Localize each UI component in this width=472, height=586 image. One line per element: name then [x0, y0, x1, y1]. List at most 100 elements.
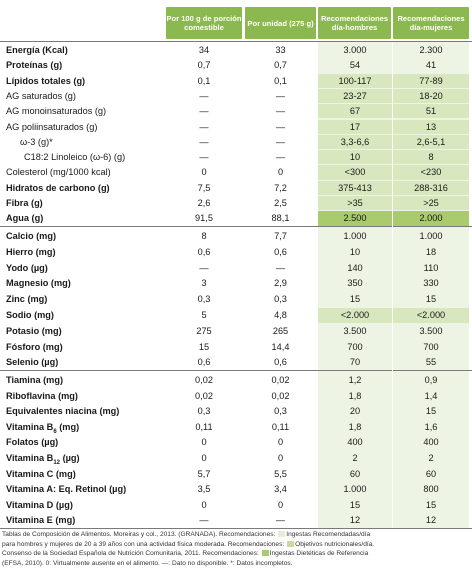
nutrient-label: Zinc (mg)	[6, 294, 48, 305]
value-men: 70	[349, 357, 361, 368]
header-per-100g: Por 100 g de porción comestible	[166, 7, 242, 39]
table-row: Fósforo (mg) 15 14,4 700 700	[0, 340, 472, 356]
value-women: 2	[428, 453, 434, 463]
value-men: 1,2	[348, 375, 362, 385]
value-per-100g: —	[199, 152, 209, 163]
value-per-unit: 0	[277, 167, 284, 178]
recommendation-highlight	[318, 196, 392, 211]
table-row: Riboflavina (mg) 0,02 0,02 1,8 1,4	[0, 389, 472, 405]
value-per-100g: 0,1	[197, 75, 211, 86]
value-per-100g: 0	[201, 453, 207, 463]
value-men: 12	[349, 515, 361, 526]
legend-swatch-ingestas	[278, 531, 286, 538]
nutrient-label: Proteínas (g)	[6, 60, 63, 71]
value-men: 375-413	[338, 182, 372, 193]
value-women: 3.500	[419, 325, 443, 336]
nutrient-label: Fósforo (mg)	[6, 341, 63, 352]
table-row: Vitamina D (µg) 0 0 15 15	[0, 498, 472, 514]
table-row: Hidratos de carbono (g) 7,5 7,2 375-413 288-…	[0, 180, 472, 197]
value-women: 13	[425, 121, 437, 132]
value-per-unit: —	[275, 106, 286, 117]
value-women: 8	[428, 152, 434, 163]
footnote-line-3: Consenso de la Sociedad Española de Nutr…	[2, 550, 259, 557]
value-men: 140	[347, 262, 363, 273]
value-per-unit: 3,4	[274, 484, 287, 495]
value-men: 23-27	[343, 90, 367, 101]
recommendation-highlight	[318, 211, 392, 226]
value-per-100g: 15	[198, 341, 210, 352]
table-bottom-divider	[0, 528, 472, 529]
value-per-100g: 5	[201, 310, 207, 320]
value-per-unit: 0,11	[271, 421, 290, 432]
nutrient-label: Vitamina A: Eq. Retinol (µg)	[6, 484, 127, 495]
value-per-unit: 7,2	[274, 182, 287, 193]
value-per-unit: —	[275, 121, 286, 132]
value-women: <230	[420, 167, 442, 178]
value-per-100g: 8	[201, 231, 207, 241]
value-per-unit: 5,5	[274, 468, 287, 479]
recommendation-highlight	[393, 211, 469, 226]
value-per-100g: 0	[201, 499, 207, 510]
legend-swatch-efsa	[261, 550, 269, 557]
nutrient-label: Magnesio (mg)	[6, 278, 71, 289]
nutrient-label: Calcio (mg)	[6, 231, 57, 241]
value-men: 17	[349, 121, 361, 132]
table-row: C18:2 Linoleico (ω-6) (g) — — 10 8	[0, 150, 472, 166]
table-row: Agua (g) 91,5 88,1 2.500 2.000	[0, 211, 472, 227]
table-row: Tiamina (mg) 0,02 0,02 1,2 0,9	[0, 373, 472, 389]
nutrient-label: Folatos (µg)	[6, 437, 59, 448]
table-row: Calcio (mg) 8 7,7 1.000 1.000	[0, 229, 472, 245]
nutrient-label: Sodio (mg)	[6, 310, 54, 320]
table-row: AG poliinsaturados (g) — — 17 13	[0, 119, 472, 136]
table-row: AG saturados (g) — — 23-27 18-20	[0, 88, 472, 105]
nutrient-label: Lípidos totales (g)	[6, 75, 86, 86]
value-per-unit: 33	[275, 45, 286, 55]
footnote-legend-3: Ingestas Dietéticas de Referencia	[269, 550, 369, 557]
value-men: 15	[349, 294, 361, 305]
header-per-unit-label: Por unidad (275 g)	[247, 18, 314, 28]
value-women: <2.000	[416, 310, 446, 320]
value-men: 54	[349, 60, 361, 71]
value-per-unit: —	[275, 136, 286, 147]
column-separator	[392, 42, 393, 528]
value-per-100g: 3	[201, 278, 207, 289]
footnote-legend-1: Ingestas Recomendadas/día	[286, 531, 371, 538]
value-women: 1.000	[419, 231, 443, 241]
value-men: 60	[349, 468, 361, 479]
legend-swatch-objetivos	[287, 540, 295, 547]
value-per-unit: —	[275, 262, 286, 273]
value-men: 700	[347, 341, 363, 352]
header-men-label: Recomendaciones día-hombres	[320, 14, 389, 32]
value-men: 400	[347, 437, 363, 448]
value-per-unit: 0,3	[274, 406, 287, 417]
value-women: 1,4	[424, 390, 438, 401]
table-row: ω-3 (g)* — — 3,3-6,6 2,6-5,1	[0, 134, 472, 151]
value-per-100g: 0	[201, 437, 207, 448]
value-men: 10	[349, 246, 361, 257]
group-divider-1	[0, 226, 472, 227]
recommendation-highlight	[318, 73, 392, 88]
recommendation-highlight	[393, 73, 469, 88]
value-men: >35	[347, 198, 363, 208]
footnote-line-1: Tablas de Composición de Alimentos. More…	[2, 531, 276, 538]
nutrient-label: AG monoinsaturados (g)	[6, 106, 107, 117]
nutrient-label: Potasio (mg)	[6, 325, 62, 336]
value-per-100g: 275	[196, 325, 212, 336]
value-per-unit: 4,8	[274, 310, 287, 320]
value-per-unit: —	[275, 90, 286, 101]
value-men: <300	[344, 167, 366, 178]
nutrient-label: Vitamina E (mg)	[6, 515, 76, 526]
footnote-line-2: para hombres y mujeres de 20 a 39 años c…	[2, 540, 285, 548]
table-row: AG monoinsaturados (g) — — 67 51	[0, 104, 472, 120]
nutrient-label: Hidratos de carbono (g)	[6, 182, 110, 193]
recommendation-highlight	[393, 150, 469, 165]
value-per-unit: 88,1	[271, 213, 290, 224]
value-men: 3.000	[343, 45, 367, 55]
value-per-unit: 0,02	[271, 390, 290, 401]
recommendation-highlight	[318, 150, 392, 165]
header-per-100g-label: Por 100 g de porción comestible	[166, 14, 242, 32]
value-men: 1,8	[348, 390, 362, 401]
nutrient-label: Vitamina B6 (mg)	[6, 421, 80, 435]
table-row: Zinc (mg) 0,3 0,3 15 15	[0, 292, 472, 308]
value-women: 400	[423, 437, 439, 448]
